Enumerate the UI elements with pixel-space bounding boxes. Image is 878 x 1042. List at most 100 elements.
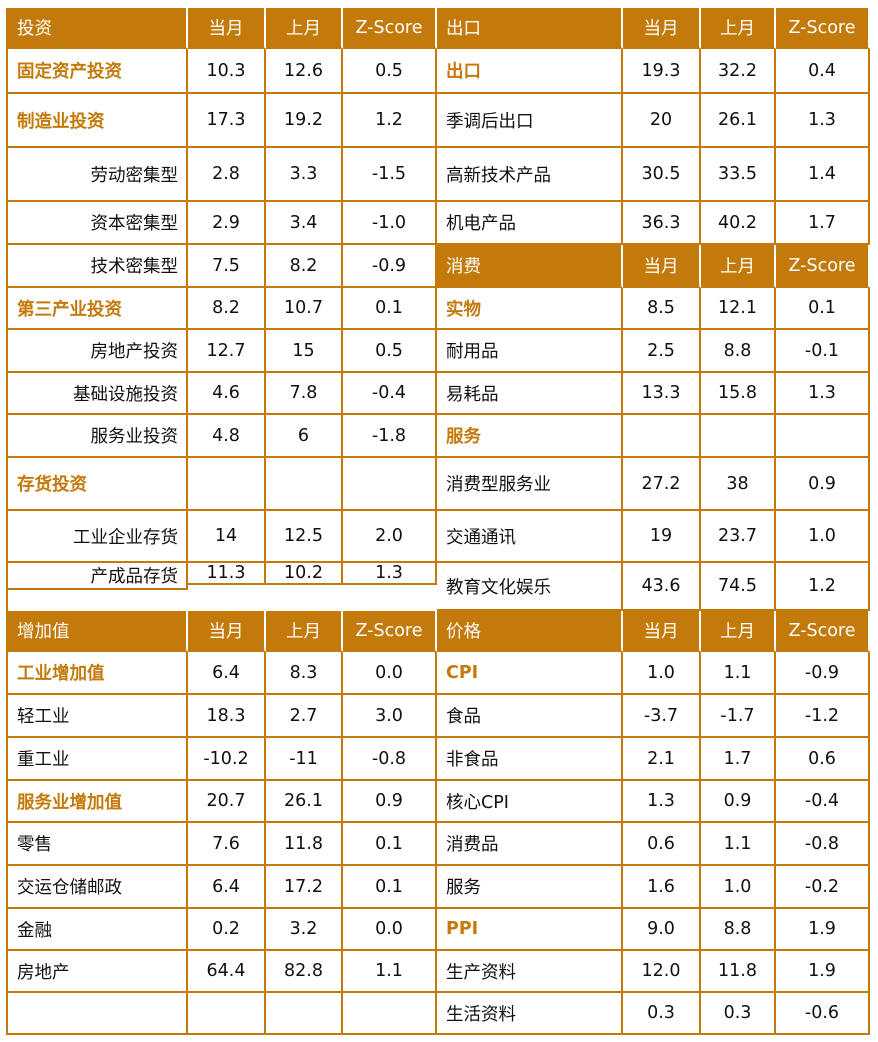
value_added-row-current-value: 7.6 bbox=[188, 823, 266, 866]
investment-row-label: 产成品存货 bbox=[8, 563, 188, 590]
investment-row-label: 第三产业投资 bbox=[8, 288, 188, 330]
consumption-row-z-score: 1.2 bbox=[776, 563, 870, 611]
value_added-row-current-value: 20.7 bbox=[188, 781, 266, 823]
investment-row-label: 服务业投资 bbox=[8, 415, 188, 458]
table-left-border bbox=[6, 8, 8, 1035]
exports-row-previous-value: 26.1 bbox=[701, 94, 776, 148]
investment-row-z-score: -0.4 bbox=[343, 373, 437, 415]
value_added-row-previous-value: 8.3 bbox=[266, 652, 343, 695]
consumption-row-z-score: 1.0 bbox=[776, 511, 870, 563]
prices-row-current-value: 2.1 bbox=[623, 738, 701, 781]
investment-row-label: 劳动密集型 bbox=[8, 148, 188, 202]
consumption-row-label: 消费型服务业 bbox=[437, 458, 623, 511]
exports-row-label: 机电产品 bbox=[437, 202, 623, 245]
value_added-row-z-score: 3.0 bbox=[343, 695, 437, 738]
consumption-row-z-score: 1.3 bbox=[776, 373, 870, 415]
column-header-z-score: Z-Score bbox=[776, 611, 870, 652]
prices-row-z-score: -0.4 bbox=[776, 781, 870, 823]
prices-row-previous-value: 0.3 bbox=[701, 993, 776, 1035]
value_added-row-label bbox=[8, 993, 188, 1035]
prices-row-z-score: -0.6 bbox=[776, 993, 870, 1035]
consumption-row-z-score: 0.1 bbox=[776, 288, 870, 330]
consumption-row-current-value: 2.5 bbox=[623, 330, 701, 373]
value_added-row-previous-value: 3.2 bbox=[266, 909, 343, 951]
prices-row-current-value: 9.0 bbox=[623, 909, 701, 951]
investment-row-current-value: 12.7 bbox=[188, 330, 266, 373]
exports-row-current-value: 20 bbox=[623, 94, 701, 148]
consumption-row-current-value: 8.5 bbox=[623, 288, 701, 330]
value_added-row-label: 金融 bbox=[8, 909, 188, 951]
prices-row-previous-value: 1.1 bbox=[701, 823, 776, 866]
value_added-row-current-value: 6.4 bbox=[188, 652, 266, 695]
prices-row-label: 生活资料 bbox=[437, 993, 623, 1035]
investment-row-z-score: -0.9 bbox=[343, 245, 437, 288]
prices-row-previous-value: 1.0 bbox=[701, 866, 776, 909]
investment-row-z-score: 1.2 bbox=[343, 94, 437, 148]
value_added-row-previous-value: 2.7 bbox=[266, 695, 343, 738]
prices-row-previous-value: 11.8 bbox=[701, 951, 776, 993]
value_added-row-z-score bbox=[343, 993, 437, 1035]
value_added-row-previous-value bbox=[266, 993, 343, 1035]
exports-row-label: 高新技术产品 bbox=[437, 148, 623, 202]
investment-row-current-value: 2.8 bbox=[188, 148, 266, 202]
investment-row-current-value: 2.9 bbox=[188, 202, 266, 245]
prices-row-z-score: -0.8 bbox=[776, 823, 870, 866]
exports-row-previous-value: 40.2 bbox=[701, 202, 776, 245]
value_added-row-current-value: 6.4 bbox=[188, 866, 266, 909]
investment-row-current-value: 4.8 bbox=[188, 415, 266, 458]
value_added-row-z-score: 0.0 bbox=[343, 909, 437, 951]
prices-row-current-value: -3.7 bbox=[623, 695, 701, 738]
value_added-row-current-value: 0.2 bbox=[188, 909, 266, 951]
investment-row-previous-value: 10.2 bbox=[266, 563, 343, 585]
value_added-row-previous-value: 17.2 bbox=[266, 866, 343, 909]
exports-row-z-score: 1.7 bbox=[776, 202, 870, 245]
prices-row-z-score: 0.6 bbox=[776, 738, 870, 781]
prices-row-z-score: -1.2 bbox=[776, 695, 870, 738]
exports-row-z-score: 1.4 bbox=[776, 148, 870, 202]
prices-row-previous-value: 1.7 bbox=[701, 738, 776, 781]
investment-row-current-value: 17.3 bbox=[188, 94, 266, 148]
prices-row-previous-value: 1.1 bbox=[701, 652, 776, 695]
prices-row-z-score: 1.9 bbox=[776, 909, 870, 951]
prices-row-label: 消费品 bbox=[437, 823, 623, 866]
consumption-row-label: 易耗品 bbox=[437, 373, 623, 415]
consumption-row-label: 交通通讯 bbox=[437, 511, 623, 563]
column-header-previous-month: 上月 bbox=[266, 8, 343, 49]
consumption-row-label: 耐用品 bbox=[437, 330, 623, 373]
value_added-row-label: 零售 bbox=[8, 823, 188, 866]
consumption-section-header: 消费 bbox=[437, 245, 623, 288]
investment-row-previous-value: 12.5 bbox=[266, 511, 343, 563]
column-header-previous-month: 上月 bbox=[701, 8, 776, 49]
value_added-row-label: 服务业增加值 bbox=[8, 781, 188, 823]
investment-row-z-score: 0.1 bbox=[343, 288, 437, 330]
investment-row-current-value: 4.6 bbox=[188, 373, 266, 415]
investment-row-label: 工业企业存货 bbox=[8, 511, 188, 563]
column-header-current-month: 当月 bbox=[188, 8, 266, 49]
column-header-current-month: 当月 bbox=[623, 611, 701, 652]
value_added-row-z-score: 0.0 bbox=[343, 652, 437, 695]
value_added-row-label: 交运仓储邮政 bbox=[8, 866, 188, 909]
prices-row-previous-value: 0.9 bbox=[701, 781, 776, 823]
value_added-row-z-score: 0.9 bbox=[343, 781, 437, 823]
consumption-row-current-value: 19 bbox=[623, 511, 701, 563]
value_added-row-label: 房地产 bbox=[8, 951, 188, 993]
consumption-row-previous-value: 38 bbox=[701, 458, 776, 511]
prices-row-label: 核心CPI bbox=[437, 781, 623, 823]
prices-row-current-value: 1.0 bbox=[623, 652, 701, 695]
investment-row-z-score: 0.5 bbox=[343, 330, 437, 373]
value_added-row-current-value: -10.2 bbox=[188, 738, 266, 781]
investment-row-current-value: 10.3 bbox=[188, 49, 266, 94]
investment-row-z-score: -1.5 bbox=[343, 148, 437, 202]
exports-row-previous-value: 32.2 bbox=[701, 49, 776, 94]
investment-row-previous-value: 3.4 bbox=[266, 202, 343, 245]
value_added-row-label: 轻工业 bbox=[8, 695, 188, 738]
prices-row-z-score: 1.9 bbox=[776, 951, 870, 993]
consumption-row-previous-value: 74.5 bbox=[701, 563, 776, 611]
investment-row-z-score: -1.0 bbox=[343, 202, 437, 245]
exports-row-z-score: 0.4 bbox=[776, 49, 870, 94]
exports-row-current-value: 30.5 bbox=[623, 148, 701, 202]
prices-row-label: 食品 bbox=[437, 695, 623, 738]
consumption-row-z-score bbox=[776, 415, 870, 458]
column-header-previous-month: 上月 bbox=[266, 611, 343, 652]
exports-row-previous-value: 33.5 bbox=[701, 148, 776, 202]
